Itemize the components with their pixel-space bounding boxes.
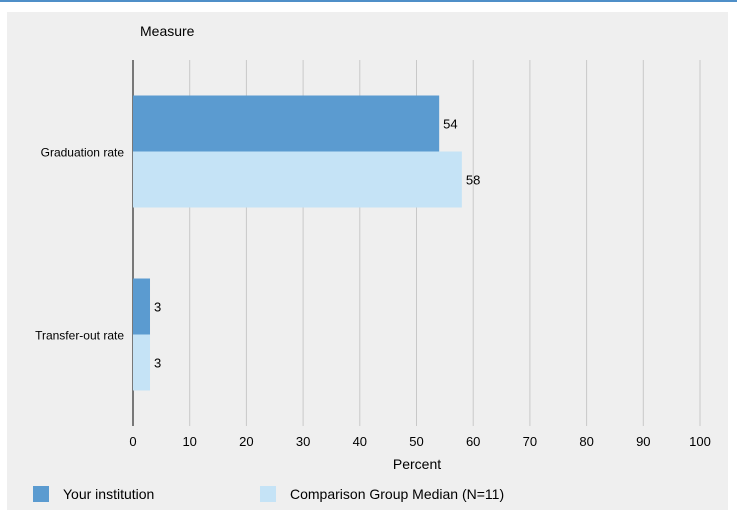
- legend-label-comparison-group: Comparison Group Median (N=11): [290, 486, 505, 502]
- bar-value-label: 3: [154, 300, 161, 315]
- x-tick-label: 60: [466, 434, 480, 449]
- category-label: Graduation rate: [41, 146, 125, 160]
- legend: Your institution Comparison Group Median…: [7, 478, 728, 510]
- x-tick-label: 50: [409, 434, 423, 449]
- bar: [133, 95, 440, 152]
- x-tick-label: 10: [182, 434, 196, 449]
- chart-panel: [7, 12, 728, 510]
- x-tick-label: 20: [239, 434, 253, 449]
- category-label: Transfer-out rate: [35, 329, 124, 343]
- bar-value-label: 54: [443, 117, 457, 132]
- bar-value-label: 58: [466, 173, 480, 188]
- chart-title: Measure: [140, 23, 195, 39]
- x-tick-label: 0: [129, 434, 136, 449]
- legend-swatch-comparison-group: [260, 486, 276, 502]
- data-labels: 54 58 3 3: [154, 117, 480, 371]
- legend-swatch-your-institution: [33, 486, 49, 502]
- bar-value-label: 3: [154, 356, 161, 371]
- x-tick-labels: 0 10 20 30 40 50 60 70 80 90 100: [129, 434, 710, 449]
- x-tick-label: 70: [523, 434, 537, 449]
- legend-label-your-institution: Your institution: [63, 486, 155, 502]
- bar: [133, 151, 462, 208]
- category-labels: Graduation rate Transfer-out rate: [35, 146, 124, 343]
- bar-chart: Measure 54 58 3 3 Graduation rate Transfer-o…: [35, 23, 711, 472]
- x-tick-label: 90: [636, 434, 650, 449]
- bars: [133, 95, 462, 391]
- x-axis-title: Percent: [393, 456, 441, 472]
- bar: [133, 278, 151, 335]
- x-tick-label: 30: [296, 434, 310, 449]
- legend-item-comparison-group: Comparison Group Median (N=11): [260, 486, 504, 502]
- bar: [133, 334, 151, 391]
- x-tick-label: 80: [579, 434, 593, 449]
- legend-item-your-institution: Your institution: [33, 486, 154, 502]
- x-tick-label: 40: [353, 434, 367, 449]
- top-rule: [0, 0, 737, 2]
- x-tick-label: 100: [689, 434, 711, 449]
